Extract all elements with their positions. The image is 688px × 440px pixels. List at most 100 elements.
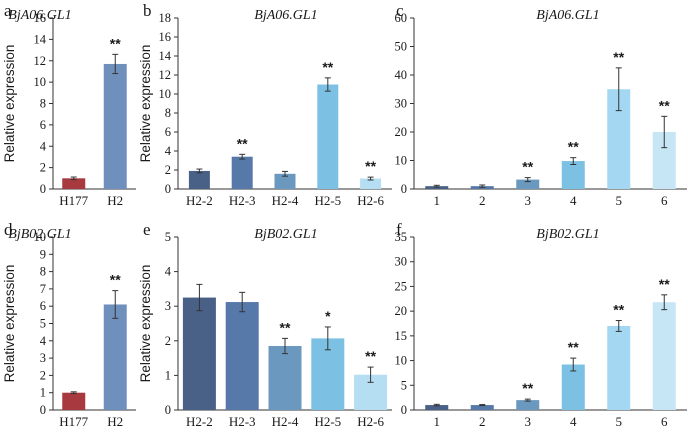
panel-f-category-label: 2 (479, 414, 486, 429)
panel-b-category-label: H2-2 (186, 193, 213, 208)
panel-f-y-tick-label: 20 (395, 304, 408, 318)
panel-f-y-tick-label: 30 (395, 255, 408, 269)
panel-b-title: BjA06.GL1 (254, 8, 317, 23)
panel-b-category-label: H2-4 (272, 193, 299, 208)
panel-e-letter: e (143, 220, 151, 239)
panel-b-category-label: H2-3 (229, 193, 256, 208)
panel-f-bar (652, 302, 676, 410)
panel-e-y-tick-label: 0 (165, 403, 171, 417)
panel-b-bar (317, 84, 339, 189)
panel-b-bar (360, 178, 382, 189)
panel-c-significance-mark: ** (659, 97, 670, 113)
panel-f-bar (561, 364, 585, 410)
panel-f-bar (607, 325, 631, 410)
panel-f-category-label: 1 (434, 414, 441, 429)
panel-a-y-tick-label: 14 (34, 32, 47, 46)
panel-a-title: BjA06.GL1 (8, 8, 71, 23)
panel-f-category-label: 6 (661, 414, 668, 429)
panel-d-letter: d (4, 220, 13, 239)
panel-c-bar (561, 161, 585, 189)
panel-a-y-tick-label: 16 (34, 11, 47, 25)
panel-c-significance-mark: ** (568, 139, 579, 155)
panel-c-y-tick-label: 0 (401, 182, 407, 196)
panel-a-category-label: H177 (59, 193, 88, 208)
panel-d-title: BjB02.GL1 (8, 227, 71, 242)
panel-b-y-tick-label: 4 (165, 144, 172, 158)
panel-f-bar (425, 405, 449, 410)
panel-f-y-tick-label: 10 (395, 354, 408, 368)
panel-f-category-label: 3 (525, 414, 532, 429)
panel-f-y-tick-label: 15 (395, 329, 408, 343)
panel-b-bar (231, 156, 253, 189)
panel-a-y-tick-label: 10 (34, 75, 47, 89)
panel-d-bar (62, 392, 86, 410)
panel-c-category-label: 5 (616, 193, 623, 208)
panel-c-category-label: 6 (661, 193, 668, 208)
panel-c-category-label: 4 (570, 193, 577, 208)
panel-b-bar (188, 170, 210, 189)
panel-b-y-tick-label: 18 (159, 11, 172, 25)
panel-d-y-tick-label: 5 (40, 317, 46, 331)
panel-f-significance-mark: ** (522, 380, 533, 396)
panel-a-y-tick-label: 6 (40, 118, 46, 132)
panel-a-y-tick-label: 12 (34, 54, 47, 68)
panel-b-y-tick-label: 0 (165, 182, 171, 196)
panel-d-y-tick-label: 10 (34, 230, 47, 244)
panel-d-category-label: H2 (107, 414, 123, 429)
panel-a-category-label: H2 (107, 193, 123, 208)
panel-b-category-label: H2-6 (357, 193, 384, 208)
panel-b-significance-mark: ** (322, 59, 333, 75)
panel-f-bar (516, 400, 540, 410)
panel-b-y-axis-label: Relative expression (138, 45, 153, 163)
panel-b-y-tick-label: 2 (165, 163, 171, 177)
panel-c-title: BjA06.GL1 (536, 8, 599, 23)
panel-c-category-label: 1 (434, 193, 441, 208)
panel-f-category-label: 5 (616, 414, 623, 429)
panel-b-category-label: H2-5 (314, 193, 341, 208)
panel-b-significance-mark: ** (365, 158, 376, 174)
panel-c-significance-mark: ** (522, 159, 533, 175)
panel-d-y-axis-label: Relative expression (2, 265, 17, 383)
panel-d-significance-mark: ** (110, 272, 121, 288)
panel-f-category-label: 4 (570, 414, 577, 429)
panel-a-y-tick-label: 4 (40, 139, 47, 153)
panel-b-bar (274, 173, 296, 189)
panel-d-y-tick-label: 6 (40, 299, 46, 313)
panel-f-title: BjB02.GL1 (536, 227, 599, 242)
panel-c-y-tick-label: 40 (395, 68, 408, 82)
panel-e-bar (182, 297, 216, 410)
panel-e-y-tick-label: 3 (165, 299, 171, 313)
panel-b-y-tick-label: 8 (165, 106, 171, 120)
panel-e-y-tick-label: 5 (165, 230, 171, 244)
panel-c-category-label: 2 (479, 193, 486, 208)
panel-f-y-tick-label: 25 (395, 279, 408, 293)
panel-c-y-tick-label: 10 (395, 154, 408, 168)
panel-e-significance-mark: ** (365, 348, 376, 364)
panel-b-y-tick-label: 16 (159, 30, 172, 44)
panel-d-y-tick-label: 7 (40, 282, 46, 296)
panel-b-letter: b (143, 1, 152, 20)
panel-d-y-tick-label: 9 (40, 247, 46, 261)
panel-f-significance-mark: ** (613, 302, 624, 318)
panel-a-letter: a (4, 1, 12, 20)
panel-c-y-tick-label: 20 (395, 125, 408, 139)
panel-b-y-tick-label: 12 (159, 68, 172, 82)
panel-c-bar (652, 132, 676, 189)
panel-d-y-tick-label: 8 (40, 265, 46, 279)
panel-a-y-axis-label: Relative expression (2, 45, 17, 163)
panel-c-category-label: 3 (525, 193, 532, 208)
panel-d-y-tick-label: 0 (40, 403, 46, 417)
panel-f-y-tick-label: 0 (401, 403, 407, 417)
panel-e-bar (268, 345, 302, 410)
panel-c-y-tick-label: 30 (395, 97, 408, 111)
panel-c-bar (516, 179, 540, 189)
panel-f-significance-mark: ** (659, 276, 670, 292)
panel-a-y-tick-label: 0 (40, 182, 46, 196)
panel-a-y-tick-label: 2 (40, 161, 46, 175)
panel-e-significance-mark: ** (280, 319, 291, 335)
panel-d-category-label: H177 (59, 414, 88, 429)
panel-a-significance-mark: ** (110, 35, 121, 51)
panel-e-bar (311, 338, 345, 410)
panel-e-significance-mark: * (325, 308, 331, 324)
